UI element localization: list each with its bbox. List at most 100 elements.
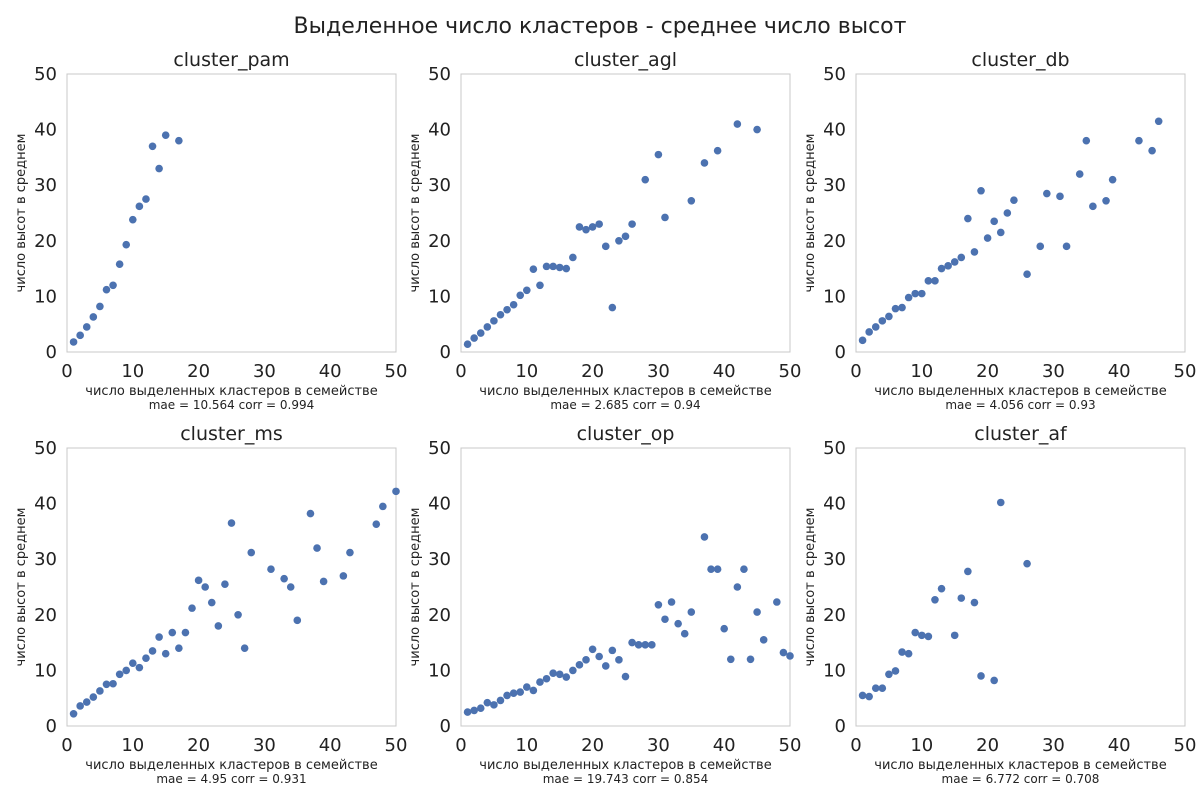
scatter-point xyxy=(379,502,387,511)
scatter-point xyxy=(950,258,959,266)
x-tick-label: 10 xyxy=(910,735,933,756)
scatter-point xyxy=(713,146,722,155)
x-tick-label: 40 xyxy=(713,361,736,382)
x-axis-label: число выделенных кластеров в семействе xyxy=(479,758,771,773)
x-tick-label: 50 xyxy=(385,735,408,756)
scatter-series xyxy=(858,498,1031,701)
scatter-point xyxy=(615,237,623,245)
scatter-point xyxy=(168,628,177,637)
scatter-point xyxy=(542,262,551,271)
stats-annotation: mae = 4.95 corr = 0.931 xyxy=(156,772,306,786)
plot-frame xyxy=(66,73,397,353)
y-tick-label: 50 xyxy=(428,64,451,85)
scatter-point xyxy=(931,595,939,604)
scatter-point xyxy=(628,220,636,228)
scatter-point xyxy=(661,615,669,624)
scatter-point xyxy=(129,659,137,667)
scatter-point xyxy=(129,215,137,224)
scatter-point xyxy=(983,234,992,242)
scatter-point xyxy=(713,565,722,574)
scatter-point xyxy=(931,277,939,285)
y-tick-label: 20 xyxy=(34,605,57,626)
x-tick-label: 50 xyxy=(1174,361,1197,382)
scatter-point xyxy=(1075,170,1084,178)
scatter-point xyxy=(188,604,196,612)
y-tick-label: 30 xyxy=(34,175,57,196)
y-tick-label: 50 xyxy=(34,64,57,85)
y-tick-label: 40 xyxy=(34,494,57,515)
scatter-point xyxy=(109,281,117,290)
x-axis-label: число выделенных кластеров в семействе xyxy=(85,758,377,773)
scatter-point xyxy=(918,289,926,298)
scatter-point xyxy=(569,253,577,262)
scatter-point xyxy=(562,673,571,681)
scatter-point xyxy=(476,329,485,337)
scatter-point xyxy=(142,654,150,662)
y-tick-label: 10 xyxy=(428,660,451,681)
scatter-point xyxy=(937,584,946,593)
y-tick-label: 30 xyxy=(428,175,451,196)
scatter-point xyxy=(904,293,913,302)
scatter-point xyxy=(267,565,275,574)
stats-annotation: mae = 6.772 corr = 0.708 xyxy=(942,772,1100,786)
scatter-point xyxy=(641,641,650,649)
scatter-point xyxy=(661,213,669,222)
scatter-point xyxy=(306,509,315,518)
x-tick-label: 0 xyxy=(850,361,861,382)
scatter-point xyxy=(319,577,328,586)
x-tick-label: 0 xyxy=(850,735,861,756)
y-tick-label: 50 xyxy=(428,438,451,459)
scatter-point xyxy=(588,223,597,231)
scatter-point xyxy=(122,240,131,249)
x-axis-label: число выделенных кластеров в семействе xyxy=(874,758,1166,773)
y-axis-label: число высот в среднем xyxy=(803,134,818,293)
scatter-point xyxy=(1010,196,1018,205)
y-axis-label: число высот в среднем xyxy=(803,508,818,667)
scatter-point xyxy=(582,225,590,234)
x-axis-label: число выделенных кластеров в семействе xyxy=(874,384,1166,399)
y-axis-label: число высот в среднем xyxy=(408,134,423,293)
scatter-point xyxy=(102,680,111,689)
scatter-point xyxy=(700,159,709,167)
scatter-point xyxy=(937,264,946,273)
stats-annotation: mae = 10.564 corr = 0.994 xyxy=(149,398,315,412)
x-tick-label: 50 xyxy=(779,361,802,382)
y-tick-label: 10 xyxy=(823,660,846,681)
scatter-point xyxy=(234,611,242,619)
scatter-point xyxy=(516,688,525,696)
scatter-point xyxy=(1023,559,1031,568)
scatter-point xyxy=(700,533,709,541)
y-axis-label: число высот в среднем xyxy=(408,508,423,667)
scatter-point xyxy=(503,305,511,314)
x-tick-label: 10 xyxy=(121,735,144,756)
scatter-point xyxy=(924,277,933,285)
subplot-cluster_ms: cluster_ms 0 10 20 30 40 50 0 10 20 30 40 50 число вы… xyxy=(14,423,407,786)
scatter-point xyxy=(194,576,203,585)
scatter-point xyxy=(109,679,117,688)
scatter-point xyxy=(339,572,348,580)
scatter-point xyxy=(207,598,216,607)
scatter-point xyxy=(1003,209,1012,217)
y-tick-label: 20 xyxy=(428,231,451,252)
scatter-point xyxy=(490,701,498,709)
scatter-point xyxy=(779,648,788,657)
scatter-point xyxy=(135,202,144,211)
scatter-point xyxy=(76,702,84,710)
scatter-point xyxy=(496,696,505,705)
scatter-point xyxy=(89,313,98,321)
y-tick-label: 40 xyxy=(428,120,451,141)
scatter-point xyxy=(122,666,131,675)
scatter-point xyxy=(96,302,104,311)
scatter-point xyxy=(924,632,933,641)
x-tick-label: 40 xyxy=(319,735,342,756)
x-axis-label: число выделенных кластеров в семействе xyxy=(479,384,771,399)
scatter-point xyxy=(161,131,170,139)
y-tick-label: 30 xyxy=(823,175,846,196)
scatter-point xyxy=(470,706,478,715)
scatter-point xyxy=(621,672,630,681)
scatter-point xyxy=(89,693,98,701)
x-tick-label: 20 xyxy=(976,735,999,756)
y-tick-label: 10 xyxy=(823,286,846,307)
scatter-point xyxy=(773,598,781,606)
